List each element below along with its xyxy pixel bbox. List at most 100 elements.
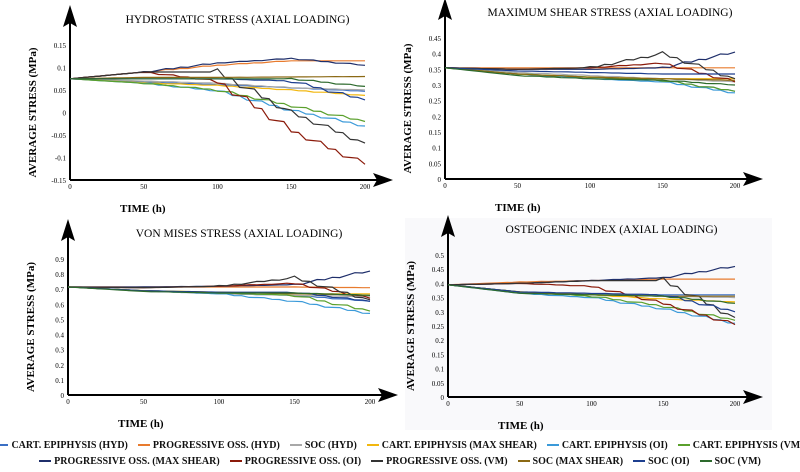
chart-title: MAXIMUM SHEAR STRESS (AXIAL LOADING) xyxy=(488,7,733,19)
series-line xyxy=(69,78,366,127)
legend-swatch xyxy=(39,460,52,462)
series-line xyxy=(68,275,371,301)
y-tick-label: 0.1 xyxy=(57,65,66,73)
x-axis-label: TIME (h) xyxy=(495,202,541,214)
legend-swatch xyxy=(699,460,712,462)
y-tick-label: 0.35 xyxy=(432,295,445,303)
y-tick-label: 0.45 xyxy=(432,266,445,274)
legend-swatch xyxy=(546,444,559,446)
y-tick-label: -0.1 xyxy=(55,155,67,163)
x-tick-label: 150 xyxy=(658,400,669,408)
legend-item: CART. EPIPHYSIS (HYD) xyxy=(0,440,128,451)
legend-label: CART. EPIPHYSIS (VM) xyxy=(692,439,800,451)
y-tick-label: 0.5 xyxy=(55,316,64,324)
y-tick-label: 0.35 xyxy=(429,66,442,74)
chart-panel: HYDROSTATIC STRESS (AXIAL LOADING) -0.15 -… xyxy=(27,5,393,215)
legend-item: PROGRESSIVE OSS. (HYD) xyxy=(137,440,280,451)
y-tick-label: 0.25 xyxy=(429,98,442,106)
legend-label: SOC (OI) xyxy=(648,455,690,467)
y-tick-label: 0.15 xyxy=(432,351,445,359)
y-tick-label: -0.15 xyxy=(51,177,66,185)
legend-item: CART. EPIPHYSIS (MAX SHEAR) xyxy=(366,439,537,451)
series-line xyxy=(69,68,366,144)
x-tick-label: 100 xyxy=(214,398,225,406)
series-line xyxy=(70,77,366,87)
legend-item: CART. EPIPHYSIS (VM) xyxy=(677,439,800,451)
legend-swatch xyxy=(0,444,9,446)
y-axis-arrow-icon xyxy=(63,5,77,27)
legend-label: CART. EPIPHYSIS (MAX SHEAR) xyxy=(381,439,537,451)
chart-title: VON MISES STRESS (AXIAL LOADING) xyxy=(136,228,343,240)
legend-item: PROGRESSIVE OSS. (VM) xyxy=(371,455,508,467)
y-tick-label: 0.25 xyxy=(432,323,445,331)
series-line xyxy=(68,270,371,288)
legend-label: CART. EPIPHYSIS (HYD) xyxy=(11,439,128,451)
series-line xyxy=(444,67,735,75)
y-tick-label: 0.3 xyxy=(55,347,64,355)
legend-item: SOC (OI) xyxy=(633,455,690,467)
y-tick-label: 0 xyxy=(61,392,65,400)
y-tick-label: 0.5 xyxy=(435,252,444,260)
y-axis-arrow-icon xyxy=(61,219,75,241)
legend-item: SOC (VM) xyxy=(699,455,761,467)
x-axis-label: TIME (h) xyxy=(118,418,164,430)
x-axis-arrow-icon xyxy=(378,388,398,402)
x-tick-label: 50 xyxy=(514,182,522,190)
legend-swatch xyxy=(289,444,302,446)
legend-label: PROGRESSIVE OSS. (MAX SHEAR) xyxy=(54,455,220,467)
y-tick-label: 0.7 xyxy=(55,286,64,294)
y-tick-label: 0 xyxy=(441,394,445,402)
chart-panel: VON MISES STRESS (AXIAL LOADING) 0 0.1 0.2 0… xyxy=(25,219,398,430)
legend-item: SOC (HYD) xyxy=(289,440,357,451)
x-axis-label: TIME (h) xyxy=(120,203,166,215)
legend-item: CART. EPIPHYSIS (OI) xyxy=(546,439,668,451)
y-tick-label: 0.1 xyxy=(55,377,64,385)
y-tick-label: -0.05 xyxy=(51,132,66,140)
y-tick-label: 0.1 xyxy=(435,366,444,374)
x-tick-label: 150 xyxy=(657,182,668,190)
series-line xyxy=(444,51,736,80)
x-axis-label: TIME (h) xyxy=(498,420,544,432)
y-axis-label: AVERAGE STRESS (MPa) xyxy=(402,43,414,173)
series-line xyxy=(67,286,371,314)
x-tick-label: 50 xyxy=(516,400,524,408)
legend-item: SOC (MAX SHEAR) xyxy=(517,456,623,467)
legend-label: CART. EPIPHYSIS (OI) xyxy=(561,439,668,451)
legend-swatch xyxy=(517,460,530,462)
legend-swatch xyxy=(366,444,379,446)
legend-swatch xyxy=(677,444,690,446)
legend-row: CART. EPIPHYSIS (HYD) PROGRESSIVE OSS. (H… xyxy=(0,437,800,453)
y-tick-label: 0.05 xyxy=(432,380,445,388)
legend-label: PROGRESSIVE OSS. (VM) xyxy=(386,455,508,467)
x-tick-label: 0 xyxy=(68,183,72,191)
series-line xyxy=(444,67,735,81)
x-axis-arrow-icon xyxy=(743,172,763,186)
panel-background xyxy=(405,218,772,430)
legend-row: PROGRESSIVE OSS. (MAX SHEAR) PROGRESSIVE … xyxy=(0,453,800,469)
y-axis-label: AVERAGE STRESS (MPa) xyxy=(405,261,417,391)
series-line xyxy=(447,284,736,313)
legend-swatch xyxy=(371,460,384,462)
series-line xyxy=(69,75,366,80)
y-axis-label: AVERAGE STRESS (MPa) xyxy=(25,262,37,392)
x-tick-label: 200 xyxy=(730,400,741,408)
legend-label: SOC (VM) xyxy=(714,455,761,467)
legend-label: PROGRESSIVE OSS. (OI) xyxy=(244,455,362,467)
x-tick-label: 100 xyxy=(212,183,223,191)
y-tick-label: 0.4 xyxy=(435,280,444,288)
legend-swatch xyxy=(137,444,150,446)
y-tick-label: 0.45 xyxy=(429,35,442,43)
y-tick-label: 0.2 xyxy=(55,362,64,370)
y-axis-arrow-icon xyxy=(438,0,452,20)
y-tick-label: 0.9 xyxy=(55,256,64,264)
y-tick-label: 0.15 xyxy=(429,129,442,137)
chart-title: OSTEOGENIC INDEX (AXIAL LOADING) xyxy=(506,224,718,236)
series-line xyxy=(67,286,371,296)
x-tick-label: 100 xyxy=(586,400,597,408)
legend-swatch xyxy=(229,460,242,462)
x-tick-label: 200 xyxy=(365,398,376,406)
series-line xyxy=(447,276,736,319)
legend: CART. EPIPHYSIS (HYD) PROGRESSIVE OSS. (H… xyxy=(0,437,800,469)
x-tick-label: 0 xyxy=(66,398,70,406)
